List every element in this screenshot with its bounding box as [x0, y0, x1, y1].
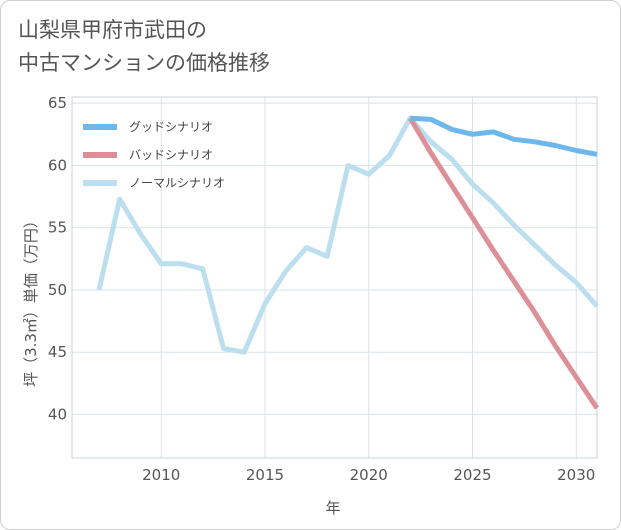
x-tick-label: 2030 [557, 466, 595, 484]
x-tick-label: 2025 [453, 466, 491, 484]
legend-label: バッドシナリオ [129, 148, 213, 162]
y-tick-label: 60 [48, 156, 67, 174]
y-axis: 40 45 50 55 60 65 [48, 94, 67, 423]
series-line-0 [410, 115, 598, 157]
grid [72, 97, 597, 458]
y-tick-label: 65 [48, 94, 67, 112]
y-tick-label: 40 [48, 405, 67, 423]
y-axis-title: 坪（3.3㎡）単価（万円） [22, 213, 40, 387]
y-tick-label: 55 [48, 219, 67, 237]
series-line-1 [408, 116, 600, 410]
x-tick-label: 2010 [142, 466, 180, 484]
y-tick-label: 45 [48, 343, 67, 361]
x-axis: 2010 2015 2020 2025 2030 [142, 466, 595, 484]
x-tick-label: 2020 [350, 466, 388, 484]
legend-label: グッドシナリオ [129, 120, 213, 134]
series-line-2 [96, 115, 599, 355]
x-tick-label: 2015 [246, 466, 284, 484]
series-layer [96, 115, 600, 410]
plot-border [71, 96, 598, 459]
y-tick-label: 50 [48, 281, 67, 299]
chart-title: 山梨県甲府市武田の 中古マンションの価格推移 [18, 18, 270, 75]
x-axis-title: 年 [325, 499, 340, 517]
legend-label: ノーマルシナリオ [129, 176, 225, 190]
plot-area [71, 96, 598, 459]
